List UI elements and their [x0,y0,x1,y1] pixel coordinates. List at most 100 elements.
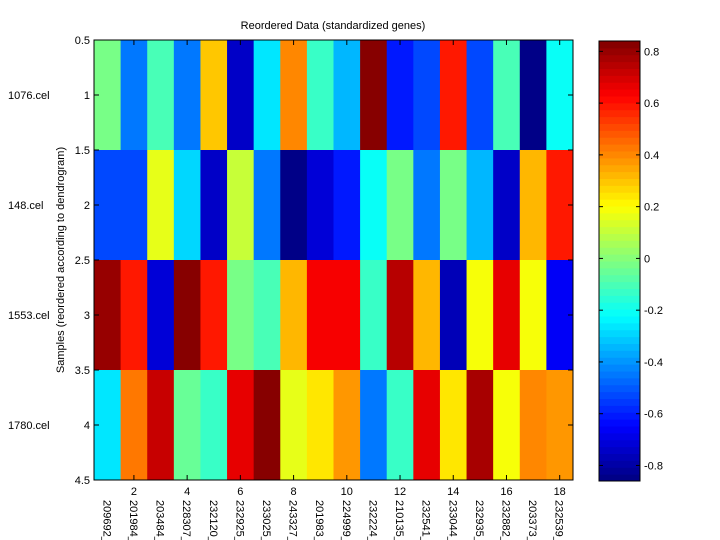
heatmap-cell [200,40,228,151]
colorbar-segment [599,405,640,413]
heatmap-cell [280,40,308,151]
chart-title: Reordered Data (standardized genes) [241,20,426,32]
colorbar-segment [599,54,640,63]
colorbar-tick-label: 0.2 [644,202,659,214]
heatmap-cell [439,150,468,261]
colorbar-segment [599,350,640,358]
x-tick-label: 12 [394,486,406,498]
colorbar-segment [599,240,640,248]
colorbar-segment [599,316,640,324]
heatmap-cell [306,150,334,261]
heatmap-cell [200,370,228,481]
heatmap-cell [360,260,388,371]
heatmap-cell [439,370,468,481]
colorbar-segment [599,68,640,76]
colorbar-tick-label: 0 [644,253,650,265]
colorbar-segment [599,157,640,166]
heatmap-cell [413,370,441,481]
y-tick-label: 2 [84,200,90,212]
colorbar-segment [599,267,640,276]
colorbar-segment [599,412,640,420]
heatmap-cell [360,370,388,481]
heatmap-cell [360,150,388,261]
heatmap-cell [519,40,547,151]
heatmap-cell [280,370,308,481]
heatmap-cell [227,40,255,151]
colorbar-segment [599,343,640,351]
column-gene-label: 232224_ [366,500,378,540]
heatmap-cell [439,40,468,151]
x-tick-label: 6 [237,486,243,498]
colorbar-segment [599,178,640,186]
colorbar-segment [599,151,640,159]
colorbar-segment [599,439,640,448]
colorbar-segment [599,199,640,207]
heatmap-cell [413,40,441,151]
colorbar-segment [599,219,640,228]
heatmap-cell [120,40,148,151]
heatmap-cell [253,40,281,151]
heatmap-cell [413,260,441,371]
y-tick-label: 3.5 [75,365,90,377]
heatmap-cell [439,260,468,371]
column-gene-label: 203373_ [526,500,538,540]
heatmap-cell [253,150,281,261]
heatmap-cell [386,260,414,371]
column-gene-label: 224999_ [340,500,352,540]
row-label: 1780.cel [8,420,50,432]
heatmap-cell [466,40,494,151]
heatmap-cell [333,150,361,261]
heatmap-cell [147,370,175,481]
column-gene-label: 232120_ [207,500,219,540]
y-tick-label: 4 [84,420,90,432]
heatmap-cell [333,40,361,151]
column-gene-label: 203484_ [154,500,166,540]
colorbar-segment [599,322,640,331]
colorbar-segment [599,309,640,317]
heatmap-cell [120,150,148,261]
colorbar-segment [599,247,640,255]
colorbar-segment [599,274,640,283]
colorbar-segment [599,295,640,303]
column-gene-label: 233025_ [260,500,272,540]
colorbar-segment [599,281,640,289]
heatmap-cell [173,40,201,151]
heatmap-cell [466,370,494,481]
x-tick-label: 2 [131,486,137,498]
heatmap-cell [280,150,308,261]
heatmap-cell [147,260,175,371]
colorbar-segment [599,144,640,152]
colorbar-segment [599,226,640,234]
row-label: 1553.cel [8,310,50,322]
colorbar-tick-label: 0.6 [644,98,659,110]
colorbar-segment [599,254,640,262]
column-gene-label: 233044_ [446,500,458,540]
colorbar-segment [599,137,640,145]
heatmap-cell [173,150,201,261]
heatmap-cell [227,370,255,481]
heatmap-cell [120,260,148,371]
column-gene-label: 232925_ [233,500,245,540]
colorbar-segment [599,357,640,365]
column-gene-label: 201984_ [127,500,139,540]
x-tick-label: 10 [341,486,353,498]
y-axis-label: Samples (reordered according to dendrogr… [55,147,67,373]
heatmap-cell [306,370,334,481]
colorbar-segment [599,233,640,241]
colorbar-segment [599,371,640,379]
colorbar-segment [599,460,640,468]
heatmap-cell [413,150,441,261]
column-gene-label: 232539_ [553,500,565,540]
heatmap-cell [120,370,148,481]
colorbar-segment [599,75,640,83]
colorbar-segment [599,391,640,399]
heatmap-cell [200,260,228,371]
colorbar-segment [599,185,640,193]
colorbar-segment [599,82,640,90]
row-label: 148.cel [8,200,43,212]
colorbar-segment [599,61,640,69]
colorbar-segment [599,364,640,372]
colorbar-tick-label: -0.8 [644,460,663,472]
column-gene-label: 201983_ [313,500,325,540]
